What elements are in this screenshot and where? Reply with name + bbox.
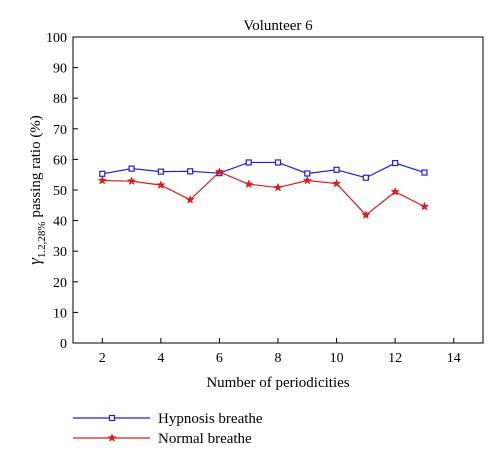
x-tick-label: 6 xyxy=(216,351,223,366)
y-tick-label: 50 xyxy=(53,184,67,199)
data-point xyxy=(333,166,340,173)
legend: Hypnosis breathe Normal breathe xyxy=(73,411,263,447)
data-point xyxy=(214,167,225,176)
data-point xyxy=(390,186,400,196)
y-axis-text: passing ratio (%) xyxy=(28,115,44,221)
data-point xyxy=(187,168,194,175)
legend-marker xyxy=(108,414,116,422)
plot-frame xyxy=(72,36,484,344)
x-tick-label: 14 xyxy=(447,351,461,366)
data-point xyxy=(245,159,252,166)
x-tick-label: 4 xyxy=(157,351,164,366)
y-axis: 0 10 20 30 40 50 60 70 80 90 100 xyxy=(46,31,78,352)
x-tick-label: 10 xyxy=(330,351,344,366)
data-point xyxy=(99,170,106,177)
y-tick-label: 80 xyxy=(53,92,67,107)
legend-item: Normal breathe xyxy=(73,431,252,447)
series-line xyxy=(102,161,425,179)
data-point xyxy=(157,168,164,175)
legend-item: Hypnosis breathe xyxy=(73,411,263,427)
legend-marker xyxy=(107,433,117,442)
y-axis-title: γ1.2,28% passing ratio (%) xyxy=(25,115,48,265)
y-tick-label: 20 xyxy=(53,276,67,291)
data-point xyxy=(97,175,107,185)
series-line xyxy=(102,171,425,216)
data-point xyxy=(128,165,135,172)
data-point xyxy=(274,159,282,166)
y-axis-subscript: 1.2,28% xyxy=(36,221,48,258)
data-point xyxy=(419,201,430,211)
data-point xyxy=(421,169,428,176)
legend-label: Normal breathe xyxy=(158,431,252,447)
y-axis-symbol: γ xyxy=(25,257,44,265)
y-tick-label: 90 xyxy=(53,62,67,77)
data-point xyxy=(392,159,399,167)
data-point xyxy=(362,174,369,181)
series-0 xyxy=(99,159,428,181)
y-tick-label: 10 xyxy=(53,306,67,321)
series-1 xyxy=(97,167,430,220)
x-tick-label: 12 xyxy=(388,351,402,366)
y-tick-label: 60 xyxy=(53,153,67,168)
data-point xyxy=(331,178,342,188)
y-tick-label: 100 xyxy=(46,31,67,46)
data-point xyxy=(302,175,312,185)
data-point xyxy=(304,170,311,177)
legend-label: Hypnosis breathe xyxy=(158,411,263,427)
chart-title: Volunteer 6 xyxy=(243,18,313,34)
y-tick-label: 0 xyxy=(60,337,67,352)
data-point xyxy=(361,210,371,220)
data-point xyxy=(185,194,195,204)
x-tick-label: 2 xyxy=(99,351,106,366)
y-tick-label: 70 xyxy=(53,123,67,138)
x-axis-title: Number of periodicities xyxy=(206,375,349,391)
data-point xyxy=(244,179,254,189)
y-tick-label: 30 xyxy=(53,245,67,260)
data-point xyxy=(126,176,137,186)
x-axis: 2 4 6 8 10 12 14 xyxy=(99,338,461,366)
data-point xyxy=(273,182,283,192)
y-tick-label: 40 xyxy=(53,215,67,230)
data-point xyxy=(156,180,166,190)
x-tick-label: 8 xyxy=(275,351,282,366)
series-layer xyxy=(97,159,430,220)
